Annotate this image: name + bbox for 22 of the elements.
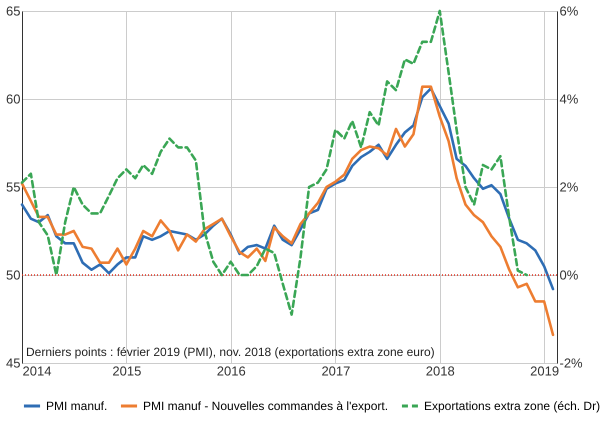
legend-label: PMI manuf. [46,399,108,413]
y-tick-label: 45 [6,356,20,370]
line-series [20,85,554,336]
legend-label: Exportations extra zone (éch. Dr) [424,399,600,413]
y2-tick-label: 6% [560,4,579,18]
y-tick-label: 60 [6,92,20,106]
x-tick-label: 2017 [321,364,350,378]
y-tick-label: 55 [6,180,20,194]
y-tick-label: 50 [6,268,20,282]
y2-tick-label: 4% [560,92,579,106]
legend-label: PMI manuf - Nouvelles commandes à l'export. [143,399,388,413]
x-tick-label: 2019 [530,364,560,378]
y2-tick-label: 2% [560,180,579,194]
y2-tick-label: 0% [560,268,579,282]
x-tick-label: 2018 [426,364,455,378]
y-tick-label: 65 [6,4,20,18]
y2-tick-label: -2% [560,356,584,370]
line-series [20,10,528,316]
x-tick-label: 2016 [216,364,246,378]
x-tick-label: 2015 [112,364,142,378]
annotation: Derniers points : février 2019 (PMI), nov. 2018 (exportations extra zone euro) [26,345,435,359]
x-tick-label: 2014 [22,364,52,378]
